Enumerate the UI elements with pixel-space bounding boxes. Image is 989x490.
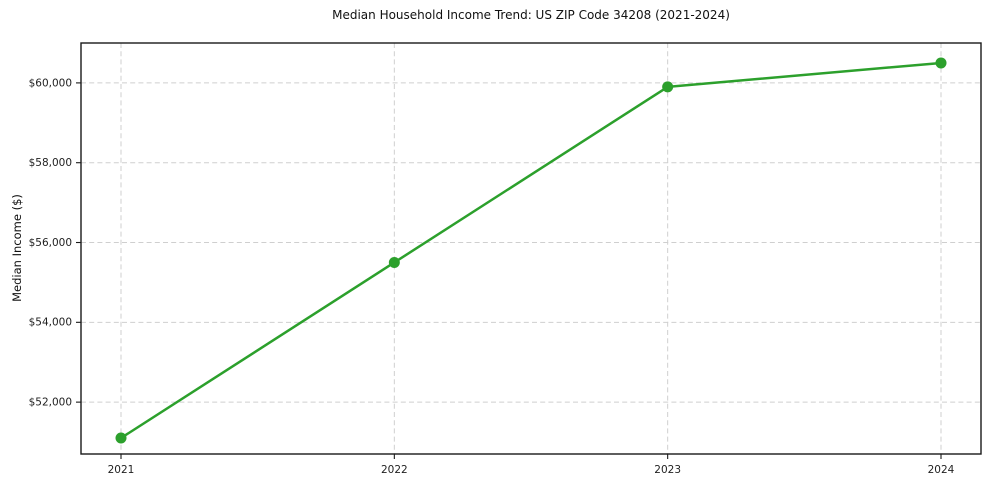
data-point-2024 [935,57,947,69]
y-tick-label: $52,000 [29,396,72,408]
data-point-2021 [115,432,127,444]
x-tick-label: 2022 [381,464,408,476]
x-tick-label: 2021 [108,464,135,476]
x-tick-label: 2024 [928,464,955,476]
y-tick-label: $56,000 [29,237,72,249]
data-point-2022 [388,256,400,268]
x-tick-label: 2023 [654,464,681,476]
y-tick-label: $60,000 [29,77,72,89]
data-point-2023 [662,81,674,93]
y-tick-label: $58,000 [29,157,72,169]
y-tick-label: $54,000 [29,317,72,329]
plot-frame [80,42,982,455]
trend-line [119,61,943,440]
chart-title: Median Household Income Trend: US ZIP Co… [332,8,730,22]
